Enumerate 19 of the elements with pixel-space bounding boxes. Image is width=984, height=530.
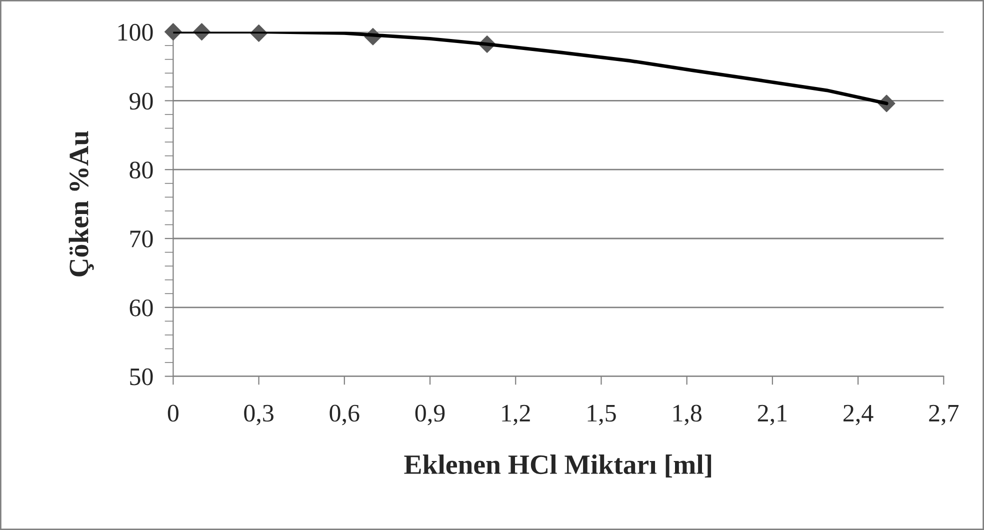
x-tick-label: 2,7	[929, 404, 959, 426]
y-tick-label: 70	[130, 230, 153, 248]
x-tick-label: 1,2	[502, 404, 530, 426]
x-tick-label: 1,5	[588, 404, 616, 426]
x-tick-label: 2,4	[844, 404, 874, 426]
x-axis-title: Eklenen HCl Miktarı [ml]	[404, 454, 712, 478]
x-tick-label: 1,8	[673, 404, 702, 426]
y-tick-label: 100	[118, 24, 153, 41]
x-tick-label: 0,3	[244, 404, 274, 426]
x-tick-label: 2,1	[758, 404, 787, 426]
y-tick-label: 60	[130, 299, 153, 316]
point	[164, 23, 182, 40]
y-tick-label: 90	[130, 92, 153, 110]
x-tick-label: 0	[168, 404, 178, 422]
x-tick-label: 0,9	[415, 404, 445, 426]
x-tick-label: 0,6	[330, 404, 360, 426]
y-axis-title: Çöken %Au	[68, 131, 94, 276]
y-tick-label: 80	[130, 162, 153, 179]
y-tick-label: 50	[130, 368, 153, 386]
